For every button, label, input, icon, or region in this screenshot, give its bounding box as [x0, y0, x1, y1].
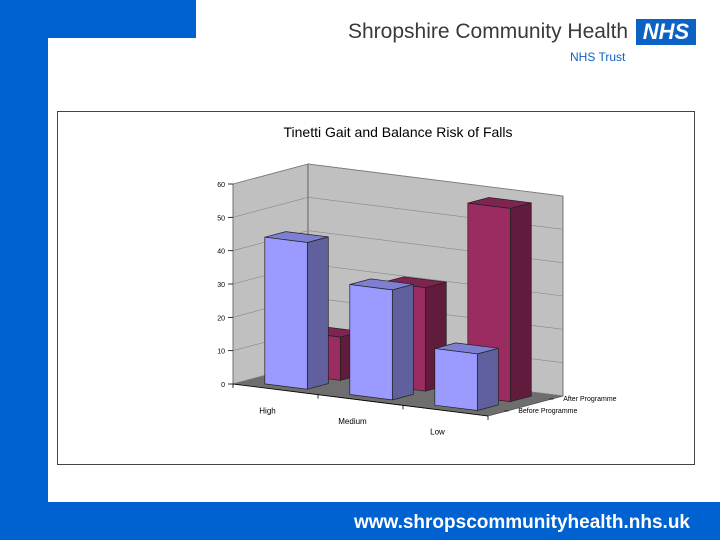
- top-brand-block: [0, 0, 196, 38]
- y-tick-label: 0: [221, 382, 225, 389]
- y-tick-label: 20: [217, 315, 225, 322]
- y-tick-label: 10: [217, 349, 225, 356]
- organisation-name: Shropshire Community Health: [348, 20, 629, 43]
- left-brand-bar: [0, 0, 48, 540]
- bar: [349, 278, 414, 401]
- bar-side: [476, 347, 499, 411]
- y-tick-label: 40: [217, 249, 225, 256]
- bar-chart-3d: 0 10 20 30 40 50 60 High Medium Low Before Program…: [217, 124, 616, 437]
- bar-side: [509, 202, 532, 403]
- series-label: After Programme: [563, 396, 616, 403]
- nhs-logo: NHS: [636, 19, 696, 45]
- chart-frame: 0 10 20 30 40 50 60 High Medium Low Before Program…: [57, 111, 695, 465]
- bar-side: [306, 236, 329, 390]
- bar-front: [264, 236, 308, 390]
- bar-front: [434, 348, 478, 411]
- bar: [264, 231, 329, 390]
- series-label: Before Programme: [518, 408, 577, 415]
- bar: [434, 342, 499, 411]
- category-label: High: [259, 406, 275, 415]
- chart-title: Tinetti Gait and Balance Risk of Falls: [283, 124, 512, 140]
- footer-url: www.shropscommunityhealth.nhs.uk: [353, 512, 690, 533]
- y-tick-label: 30: [217, 282, 225, 289]
- bar-side: [391, 283, 414, 401]
- x-axis-line: [232, 383, 489, 417]
- bar-front: [349, 284, 393, 401]
- gridline: [232, 163, 564, 197]
- y-tick-label: 60: [217, 182, 225, 189]
- y-tick-label: 50: [217, 215, 225, 222]
- category-label: Medium: [338, 417, 367, 426]
- category-label: Low: [430, 428, 445, 437]
- trust-name: NHS Trust: [570, 50, 626, 64]
- footer-bar: [0, 502, 720, 540]
